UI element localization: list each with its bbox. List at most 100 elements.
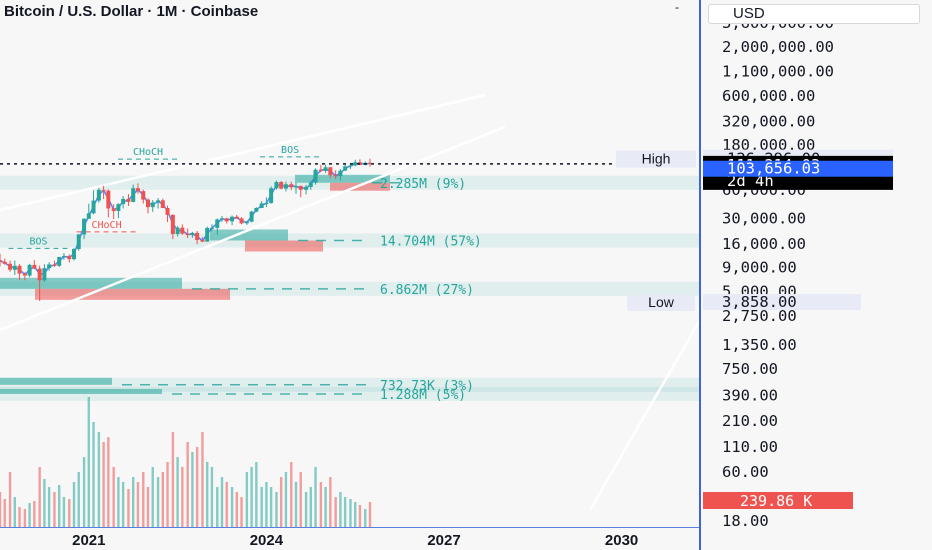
volume-bar	[290, 462, 293, 527]
volume-bar	[142, 472, 145, 527]
currency-button[interactable]: USD	[708, 4, 920, 24]
candle-body	[328, 167, 333, 176]
candle-body	[333, 175, 338, 177]
volume-bar	[265, 482, 268, 527]
candle-body	[12, 265, 17, 270]
price-tick: 30,000.00	[722, 209, 806, 227]
price-axis-ticks[interactable]: 3,600,000.002,000,000.001,100,000.00600,…	[722, 14, 834, 530]
high-tag-box	[616, 150, 696, 168]
channel-trend-line	[588, 319, 702, 511]
candle-body	[269, 188, 274, 204]
candle-body	[42, 268, 47, 281]
profile-sell-bar	[35, 288, 230, 300]
structure-annotations-layer: BOS CHoCH CHoCH BOS	[8, 145, 321, 249]
structure-label: BOS	[281, 145, 299, 156]
volume-bar	[161, 472, 164, 527]
candle-body	[106, 190, 111, 209]
candle-body	[323, 167, 328, 171]
volume-profile-layer: 2.285M (9%) 14.704M (57%) 6.862M (27%) 732.…	[0, 174, 699, 403]
channel-trend-line	[0, 93, 486, 212]
candle-body	[190, 232, 195, 236]
volume-bar	[358, 505, 362, 527]
volume-bar	[354, 502, 357, 527]
volume-bar	[132, 477, 135, 527]
price-tick: 390.00	[722, 387, 778, 405]
volume-badge: 239.86 K	[740, 492, 812, 510]
volume-bar	[112, 467, 115, 527]
profile-band	[0, 233, 699, 248]
candle-body	[264, 203, 269, 205]
price-tick: 110.00	[722, 438, 778, 456]
volume-bar	[47, 487, 51, 527]
profile-label: 732.73K (3%)	[380, 379, 474, 394]
time-tick: 2024	[250, 532, 284, 549]
volume-bar	[245, 472, 249, 527]
candle-body	[180, 227, 185, 234]
candle-body	[294, 186, 298, 188]
volume-bars-layer	[0, 397, 372, 527]
volume-bar	[146, 487, 150, 527]
volume-bar	[339, 492, 342, 527]
candles-layer	[0, 158, 372, 302]
candle-body	[37, 268, 42, 281]
candle-body	[52, 264, 57, 266]
candle-body	[160, 200, 165, 209]
profile-sell-bar	[245, 240, 323, 252]
candle-body	[220, 218, 224, 220]
volume-bar	[309, 487, 312, 527]
volume-bar	[38, 467, 41, 527]
volume-bar	[117, 477, 120, 527]
volume-bar	[269, 487, 273, 527]
low-value: 3,858.00	[722, 293, 797, 311]
volume-bar	[8, 472, 12, 527]
candle-body	[82, 218, 87, 235]
volume-bar	[68, 499, 71, 527]
price-tick: 60.00	[722, 463, 769, 481]
volume-bar	[82, 457, 86, 527]
volume-bar	[23, 509, 27, 527]
structure-label: CHoCH	[92, 220, 122, 231]
volume-bar	[58, 485, 61, 527]
volume-bar	[136, 482, 140, 527]
volume-bar	[206, 462, 209, 527]
volume-bar	[334, 497, 337, 527]
candle-body	[175, 227, 180, 235]
candle-body	[76, 234, 81, 250]
volume-bar	[364, 509, 367, 527]
price-tick: 210.00	[722, 412, 778, 430]
volume-bar	[13, 497, 16, 527]
volume-bar	[3, 499, 6, 527]
volume-bar	[87, 397, 90, 527]
minimize-glyph[interactable]: -	[675, 0, 679, 14]
candle-body	[72, 249, 76, 260]
candle-body	[234, 216, 239, 219]
profile-buy-bar	[0, 388, 162, 394]
volume-bar	[97, 432, 101, 527]
candle-body	[254, 208, 259, 212]
profile-label: 6.862M (27%)	[380, 283, 474, 298]
price-tick: 600,000.00	[722, 87, 815, 105]
volume-bar	[284, 472, 288, 527]
volume-bar	[235, 492, 238, 527]
candle-body	[338, 170, 343, 177]
time-axis-ticks[interactable]: 2021 2024 2027 2030	[72, 532, 638, 549]
profile-label: 14.704M (57%)	[380, 235, 482, 250]
volume-bar	[201, 432, 204, 527]
volume-bar	[92, 422, 95, 527]
volume-bar	[255, 462, 258, 527]
candle-body	[126, 198, 131, 202]
candle-body	[22, 273, 27, 276]
volume-bar	[156, 477, 160, 527]
candle-body	[313, 169, 318, 183]
price-tick: 2,750.00	[722, 307, 797, 325]
candle-body	[249, 211, 254, 222]
volume-bar	[191, 452, 194, 527]
volume-bar	[0, 492, 2, 527]
profile-sell-bar	[330, 182, 390, 191]
price-tick: 18.00	[722, 512, 769, 530]
volume-bar	[43, 479, 46, 527]
candle-body	[121, 198, 126, 205]
volume-bar	[186, 442, 189, 527]
candle-body	[67, 255, 72, 260]
